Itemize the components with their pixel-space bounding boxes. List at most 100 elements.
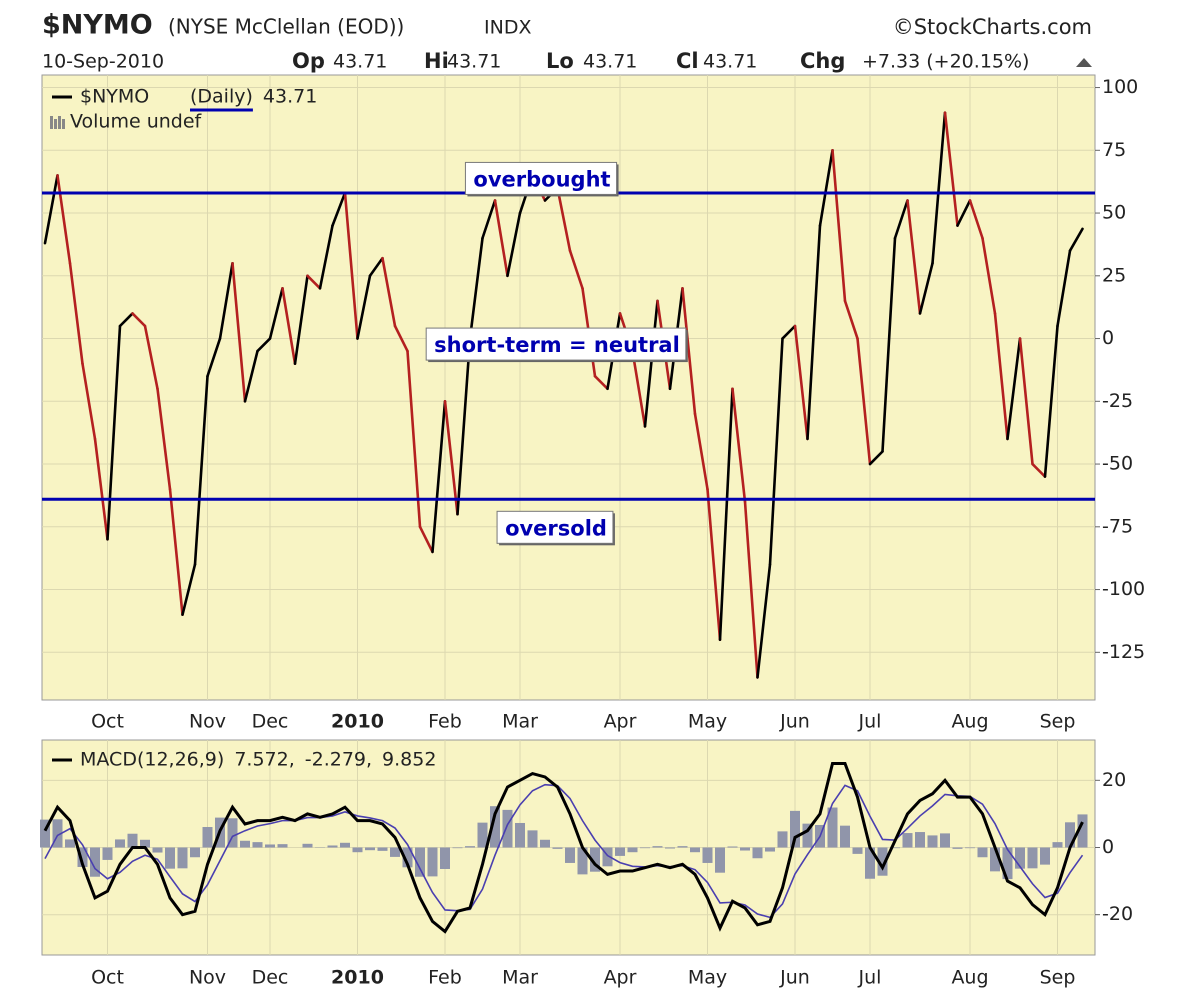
line-segment xyxy=(818,149,834,227)
x-tick-label: May xyxy=(688,711,727,733)
x-tick-label: Dec xyxy=(252,967,289,989)
x-tick-label: Dec xyxy=(252,711,289,733)
histogram-bar xyxy=(515,822,525,848)
annotation-box xyxy=(425,327,687,361)
line-segment xyxy=(831,149,847,303)
y-tick-label: 50 xyxy=(1102,202,1126,224)
histogram-bar xyxy=(577,847,588,875)
x-tick-label: Feb xyxy=(428,967,462,989)
line-segment xyxy=(943,111,959,227)
histogram-bar xyxy=(765,847,775,852)
quote-label: Lo xyxy=(546,49,574,73)
histogram-bar xyxy=(840,825,850,848)
quote-value: 43.71 xyxy=(583,51,637,73)
histogram-bar xyxy=(827,807,838,848)
line-segment xyxy=(1018,337,1034,466)
histogram-bar xyxy=(752,847,763,859)
quote-value: 43.71 xyxy=(447,51,501,73)
x-tick-label: Feb xyxy=(428,711,462,733)
histogram-bar xyxy=(777,831,788,848)
legend-value: 7.572, xyxy=(234,749,294,771)
histogram-bar xyxy=(65,839,75,848)
line-segment xyxy=(1043,324,1059,478)
line-segment xyxy=(468,236,484,340)
histogram-bar xyxy=(352,847,363,853)
histogram-bar xyxy=(165,847,175,869)
histogram-bar xyxy=(1052,842,1063,848)
quote-label: Cl xyxy=(676,49,699,73)
legend-title: MACD(12,26,9) xyxy=(80,749,224,771)
legend-label: $NYMO xyxy=(80,86,149,108)
histogram-bar xyxy=(477,822,488,848)
line-segment xyxy=(293,274,309,365)
line-segment xyxy=(556,186,572,253)
line-segment xyxy=(768,337,784,566)
line-segment xyxy=(218,261,234,340)
line-segment xyxy=(1031,462,1047,478)
histogram-bar xyxy=(77,847,88,867)
histogram-bar xyxy=(40,819,50,848)
line-segment xyxy=(731,387,747,504)
x-tick-label: Nov xyxy=(189,711,226,733)
histogram-bar xyxy=(890,847,900,849)
line-segment xyxy=(418,525,434,554)
histogram-bar xyxy=(927,835,938,848)
line-segment xyxy=(393,324,409,353)
line-segment xyxy=(206,337,222,378)
x-tick-label: Apr xyxy=(604,967,637,989)
histogram-bar xyxy=(1027,847,1038,869)
histogram-bar xyxy=(452,847,463,849)
legend-subtitle: Volume undef xyxy=(70,111,203,133)
histogram-bar xyxy=(565,847,575,863)
y-tick-label: 75 xyxy=(1102,139,1126,161)
line-segment xyxy=(368,256,384,278)
line-segment xyxy=(156,387,172,491)
line-segment xyxy=(143,324,159,391)
line-segment xyxy=(168,487,184,616)
annotation-text: overbought xyxy=(473,167,610,191)
histogram-bar xyxy=(465,846,475,848)
histogram-bar xyxy=(852,847,863,854)
line-segment xyxy=(881,236,897,453)
line-segment xyxy=(243,349,259,403)
quote-value: 43.71 xyxy=(333,51,387,73)
histogram-bar xyxy=(140,839,150,848)
line-segment xyxy=(868,450,884,466)
x-tick-label: Mar xyxy=(502,967,538,989)
line-segment xyxy=(493,199,509,278)
line-segment xyxy=(506,211,522,278)
histogram-bar xyxy=(590,847,600,872)
line-segment xyxy=(93,437,109,541)
x-tick-label: Oct xyxy=(91,967,124,989)
histogram-bar xyxy=(502,809,513,848)
line-segment xyxy=(318,224,334,290)
line-segment xyxy=(381,256,397,328)
histogram-bar xyxy=(627,847,638,853)
line-segment xyxy=(406,349,422,529)
x-tick-label: 2010 xyxy=(331,711,384,733)
histogram-bar xyxy=(990,847,1000,872)
histogram-bar xyxy=(915,832,925,848)
y-tick-label: -20 xyxy=(1102,903,1133,925)
x-tick-label: Jul xyxy=(858,967,882,989)
histogram-bar xyxy=(402,847,413,868)
x-tick-label: Sep xyxy=(1040,711,1076,733)
line-segment xyxy=(968,199,984,240)
quote-label: Op xyxy=(292,49,325,73)
annotation-box xyxy=(464,161,618,195)
line-segment xyxy=(956,199,972,227)
line-segment xyxy=(43,174,59,245)
histogram-bar xyxy=(202,827,213,848)
histogram-bar xyxy=(377,847,388,851)
histogram-bar xyxy=(877,847,888,876)
annotation-box xyxy=(496,510,614,544)
line-segment xyxy=(1056,249,1072,328)
y-tick-label: -50 xyxy=(1102,453,1133,475)
line-segment xyxy=(356,274,372,340)
histogram-bar xyxy=(802,823,813,848)
histogram-bar xyxy=(1077,814,1088,848)
line xyxy=(43,762,1084,934)
line xyxy=(44,783,1084,919)
histogram-bar xyxy=(540,839,550,848)
line-segment xyxy=(931,111,947,265)
